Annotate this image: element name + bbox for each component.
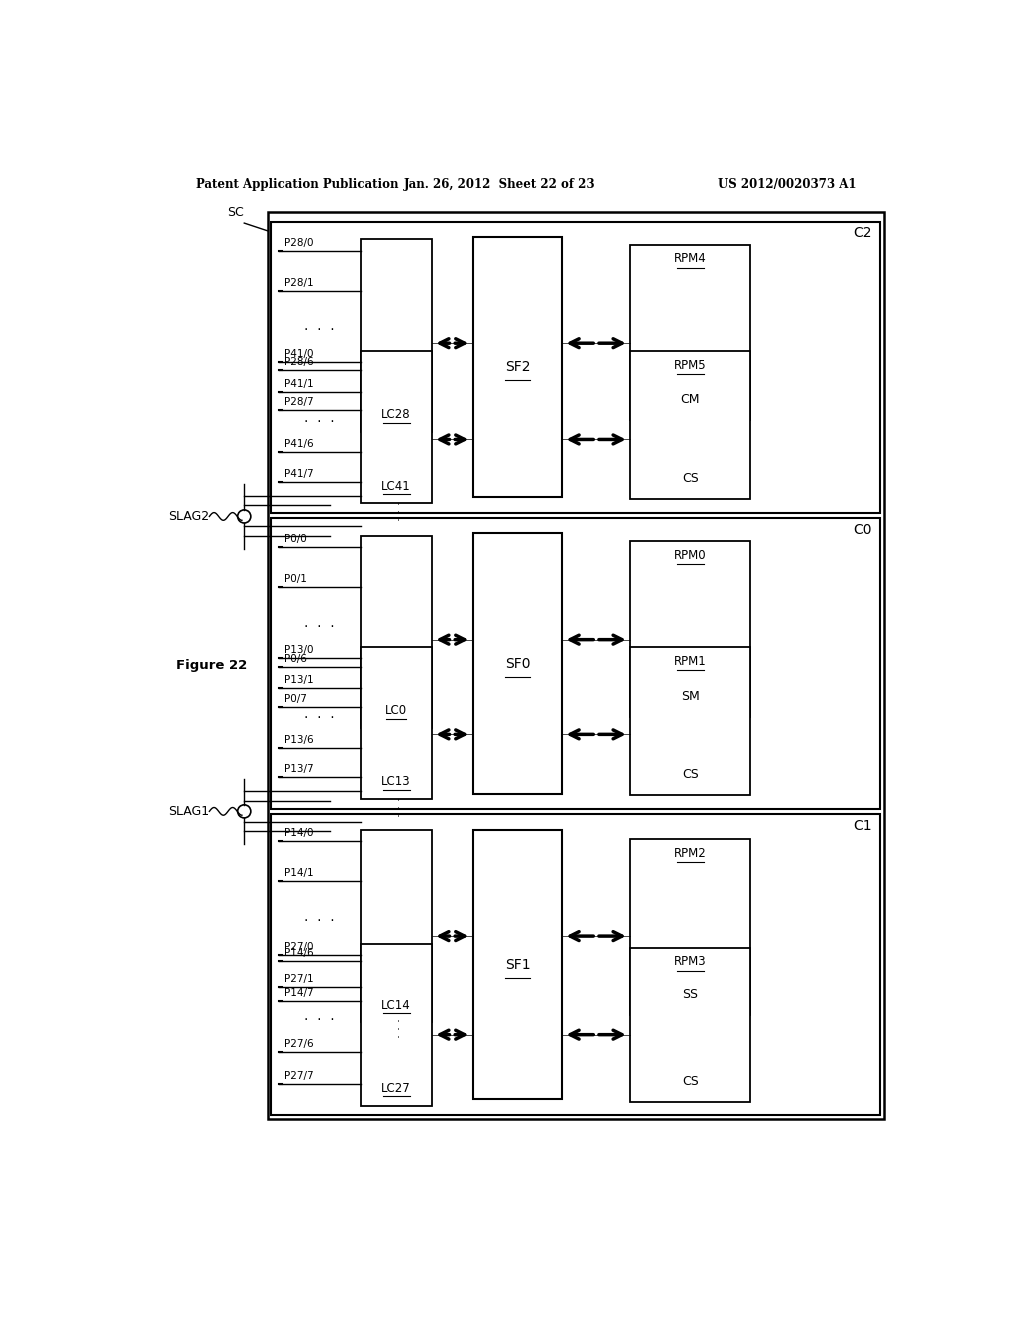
Bar — [271, 814, 880, 1114]
Text: SC: SC — [227, 206, 245, 219]
Text: RPM0: RPM0 — [674, 549, 707, 562]
Text: P41/7: P41/7 — [284, 469, 313, 479]
Text: RPM2: RPM2 — [674, 847, 707, 859]
Text: LC14: LC14 — [381, 998, 411, 1011]
Text: C0: C0 — [853, 523, 872, 537]
Text: P14/6: P14/6 — [284, 948, 313, 958]
Text: SLAG1: SLAG1 — [168, 805, 209, 818]
Text: ·  ·  ·: · · · — [304, 913, 335, 928]
Text: P41/0: P41/0 — [284, 350, 313, 359]
Text: . . .: . . . — [390, 797, 402, 817]
Text: P14/1: P14/1 — [284, 869, 313, 878]
Text: SLAG2: SLAG2 — [168, 510, 209, 523]
Bar — [267, 213, 884, 1119]
Text: C1: C1 — [853, 818, 872, 833]
Bar — [360, 536, 432, 729]
Text: RPM1: RPM1 — [674, 655, 707, 668]
Bar — [473, 238, 562, 498]
Text: CS: CS — [682, 768, 698, 781]
Text: . . .: . . . — [390, 502, 402, 521]
Text: P27/7: P27/7 — [284, 1071, 313, 1081]
Text: LC0: LC0 — [385, 705, 408, 718]
Text: Jan. 26, 2012  Sheet 22 of 23: Jan. 26, 2012 Sheet 22 of 23 — [404, 178, 596, 190]
Text: P0/7: P0/7 — [284, 693, 306, 704]
Text: LC28: LC28 — [381, 408, 411, 421]
Text: SF1: SF1 — [505, 957, 530, 972]
Text: P0/0: P0/0 — [284, 535, 306, 544]
Text: P27/1: P27/1 — [284, 974, 313, 985]
Bar — [271, 517, 880, 809]
Text: Figure 22: Figure 22 — [176, 659, 248, 672]
Text: CS: CS — [682, 1074, 698, 1088]
Text: P27/0: P27/0 — [284, 942, 313, 952]
Text: P27/6: P27/6 — [284, 1039, 313, 1048]
Text: ·  ·  ·: · · · — [304, 620, 335, 634]
Bar — [271, 222, 880, 512]
Bar — [360, 239, 432, 432]
Text: ·  ·  ·: · · · — [304, 323, 335, 338]
Text: P13/6: P13/6 — [284, 734, 313, 744]
Text: CS: CS — [682, 471, 698, 484]
Bar — [360, 830, 432, 1022]
Text: P13/1: P13/1 — [284, 675, 313, 685]
Text: RPM4: RPM4 — [674, 252, 707, 265]
Text: US 2012/0020373 A1: US 2012/0020373 A1 — [718, 178, 856, 190]
Bar — [360, 647, 432, 799]
Bar — [473, 533, 562, 793]
Text: . . .: . . . — [390, 1019, 402, 1039]
Text: P0/1: P0/1 — [284, 574, 306, 583]
Text: P41/6: P41/6 — [284, 438, 313, 449]
Text: SS: SS — [682, 987, 698, 1001]
Text: RPM3: RPM3 — [674, 956, 707, 969]
Bar — [630, 541, 751, 717]
Bar — [360, 944, 432, 1106]
Text: Patent Application Publication: Patent Application Publication — [197, 178, 398, 190]
Text: SF2: SF2 — [505, 360, 530, 374]
Bar — [630, 351, 751, 499]
Text: P0/6: P0/6 — [284, 653, 306, 664]
Bar — [473, 830, 562, 1100]
Text: P28/7: P28/7 — [284, 397, 313, 407]
Text: LC27: LC27 — [381, 1081, 411, 1094]
Text: ·  ·  ·: · · · — [304, 1012, 335, 1027]
Text: P14/0: P14/0 — [284, 829, 313, 838]
Text: P13/7: P13/7 — [284, 764, 313, 775]
Text: P14/7: P14/7 — [284, 987, 313, 998]
Text: LC41: LC41 — [381, 479, 411, 492]
Text: P41/1: P41/1 — [284, 379, 313, 389]
Text: P28/0: P28/0 — [284, 238, 313, 248]
Text: ·  ·  ·: · · · — [304, 710, 335, 725]
Text: CM: CM — [681, 393, 700, 407]
Bar — [630, 244, 751, 420]
Bar — [360, 351, 432, 503]
Text: SF0: SF0 — [505, 656, 530, 671]
Text: P28/6: P28/6 — [284, 358, 313, 367]
Text: C2: C2 — [853, 226, 872, 240]
Text: P28/1: P28/1 — [284, 277, 313, 288]
Bar — [630, 647, 751, 795]
Text: SM: SM — [681, 690, 699, 702]
Text: P13/0: P13/0 — [284, 645, 313, 655]
Text: RPM5: RPM5 — [674, 359, 707, 372]
Bar — [630, 840, 751, 1015]
Text: ·  ·  ·: · · · — [304, 414, 335, 429]
Text: LC13: LC13 — [381, 775, 411, 788]
Bar — [630, 948, 751, 1102]
